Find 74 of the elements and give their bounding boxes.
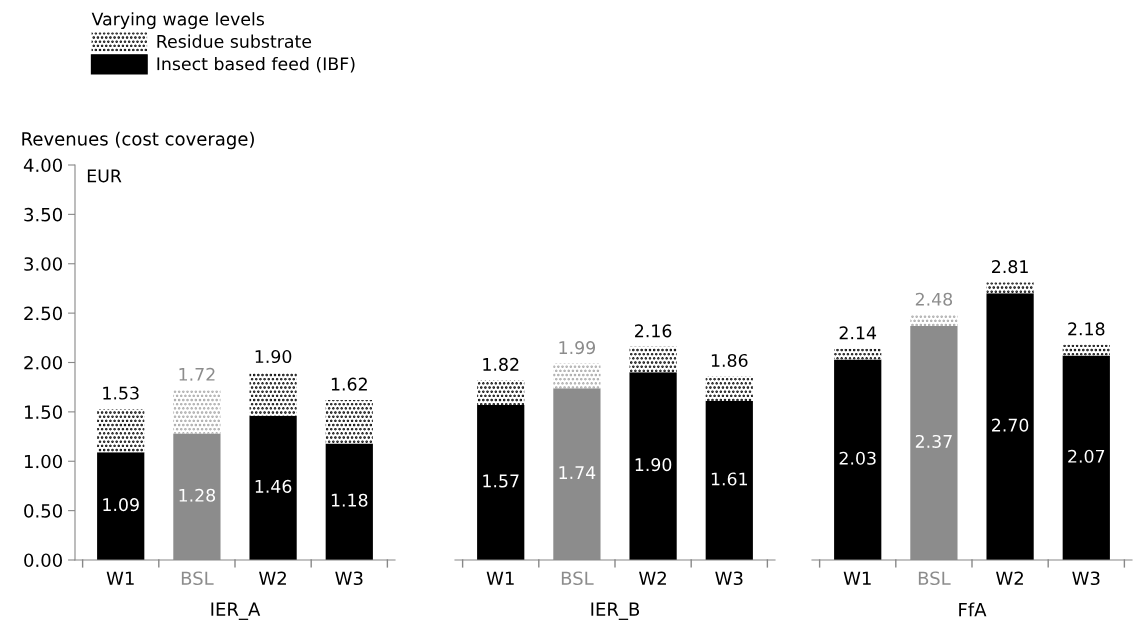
bar <box>477 404 525 560</box>
total-label: 2.16 <box>635 324 672 338</box>
bar <box>249 415 297 560</box>
total-label: 1.82 <box>483 357 519 371</box>
x-axis-title: IER_A <box>211 602 261 620</box>
data-label: 2.70 <box>992 418 1029 432</box>
data-label: 1.09 <box>103 498 139 512</box>
data-label: 1.74 <box>559 466 596 479</box>
x-axis-title: IER_B <box>591 602 640 620</box>
y-tick-label: 2.00 <box>24 355 62 370</box>
total-label: 1.86 <box>711 353 748 368</box>
data-label: 1.28 <box>179 488 216 502</box>
total-label: 2.81 <box>992 260 1028 274</box>
y-axis-title: Revenues (cost coverage) <box>22 131 254 150</box>
annotation: EUR <box>87 169 122 183</box>
y-tick-label: 2.50 <box>24 306 62 321</box>
x-axis-title: FfA <box>959 602 987 617</box>
legend-title: Varying wage levels <box>91 12 265 29</box>
bar <box>477 380 525 405</box>
x-tick-label: BSL <box>561 571 594 586</box>
x-tick-label: W3 <box>335 571 363 586</box>
y-tick-label: 0.50 <box>24 504 62 518</box>
bar <box>986 293 1034 560</box>
bar <box>553 363 601 389</box>
bar <box>325 400 373 444</box>
y-tick-label: 1.50 <box>24 405 62 419</box>
bar <box>97 452 145 560</box>
bar <box>325 443 373 560</box>
total-label: 1.72 <box>179 367 215 381</box>
total-label: 1.62 <box>331 377 367 391</box>
y-tick-label: 3.50 <box>24 207 62 222</box>
y-tick-label: 3.00 <box>24 257 62 271</box>
bar <box>1062 355 1110 560</box>
y-tick-label: 4.00 <box>23 158 62 173</box>
total-label: 1.53 <box>103 386 139 400</box>
bar <box>986 282 1034 294</box>
bar <box>249 372 297 416</box>
data-label: 1.90 <box>635 458 672 472</box>
data-label: 1.57 <box>483 474 519 488</box>
total-label: 2.14 <box>839 326 877 340</box>
total-label: 1.99 <box>559 341 596 355</box>
bar <box>705 376 753 402</box>
x-tick-label: W1 <box>843 571 871 585</box>
bar <box>629 372 677 560</box>
bar <box>705 401 753 560</box>
y-tick-label: 0.00 <box>24 553 62 568</box>
data-label: 1.61 <box>711 472 748 486</box>
x-tick-label: BSL <box>181 571 214 586</box>
data-label: 1.46 <box>255 479 292 493</box>
data-label: 2.07 <box>1068 449 1105 463</box>
x-tick-label: W1 <box>486 571 514 585</box>
bar <box>910 315 958 326</box>
x-tick-label: W2 <box>639 571 666 585</box>
bar <box>629 346 677 373</box>
bar <box>834 348 882 360</box>
x-tick-label: W3 <box>1072 571 1100 586</box>
x-tick-label: W2 <box>259 571 286 585</box>
total-label: 2.18 <box>1068 322 1105 336</box>
bar <box>173 390 221 434</box>
data-label: 1.18 <box>331 493 368 507</box>
legend-label: Residue substrate <box>157 34 312 48</box>
data-label: 2.37 <box>915 434 952 449</box>
x-tick-label: W2 <box>996 571 1023 585</box>
x-tick-label: W3 <box>715 571 743 586</box>
bar <box>97 408 145 453</box>
y-tick-label: 1.00 <box>24 454 62 469</box>
x-tick-label: W1 <box>106 571 134 585</box>
legend-label: Insect based feed (IBF) <box>157 56 355 73</box>
bar <box>834 359 882 560</box>
bar <box>1062 344 1110 356</box>
data-label: 2.03 <box>839 451 876 465</box>
total-label: 1.90 <box>255 349 292 364</box>
total-label: 2.48 <box>915 292 953 306</box>
x-tick-label: BSL <box>918 571 951 586</box>
